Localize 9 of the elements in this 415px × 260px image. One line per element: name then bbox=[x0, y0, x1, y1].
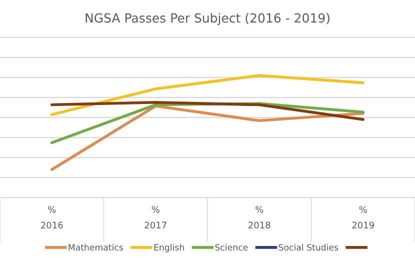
legend-label: English bbox=[154, 244, 184, 252]
legend-label: Science bbox=[215, 244, 248, 251]
x-tick-label: % 2019 bbox=[352, 206, 374, 229]
legend-label: Social Studies bbox=[278, 244, 338, 251]
x-tick-label: % 2017 bbox=[144, 206, 166, 229]
x-tick-label: % 2016 bbox=[41, 206, 63, 229]
x-tick-label: % 2018 bbox=[248, 206, 270, 229]
legend-label: Mathematics bbox=[68, 244, 123, 251]
chart-title: NGSA Passes Per Subject (2016 - 2019) bbox=[86, 13, 330, 26]
